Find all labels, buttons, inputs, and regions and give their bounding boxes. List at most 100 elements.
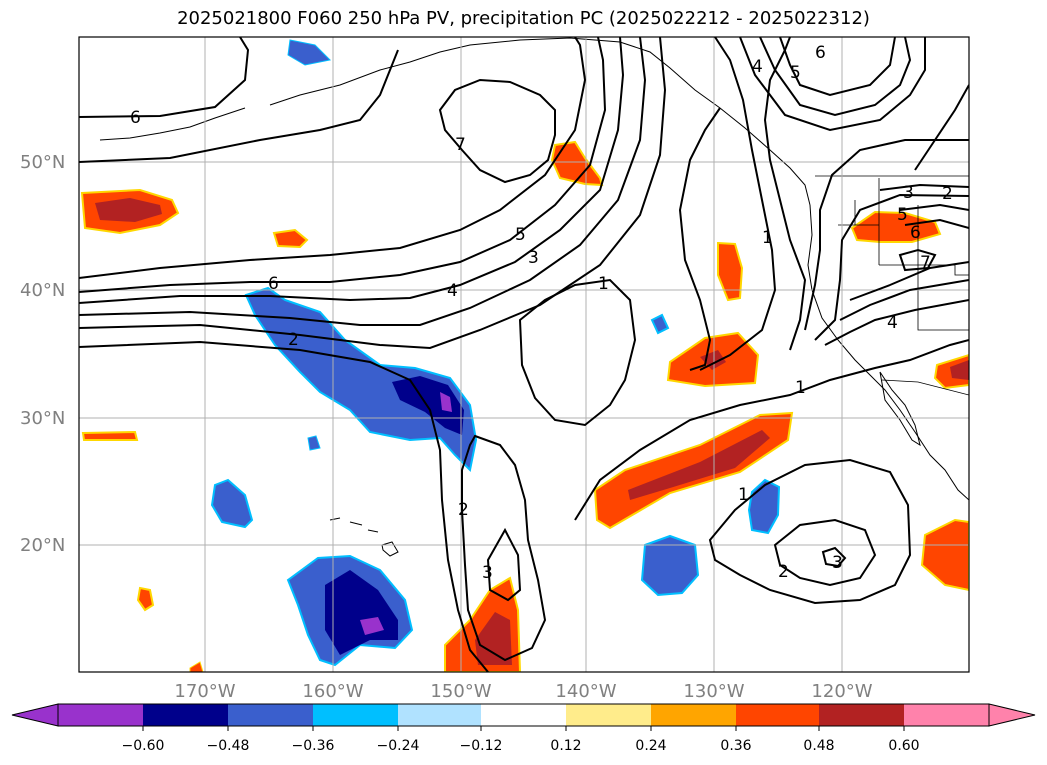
pv-contour <box>79 37 250 118</box>
contour-label: 5 <box>897 205 908 225</box>
gridlines <box>79 37 969 672</box>
colorbar-tick-label: 0.24 <box>635 738 666 754</box>
contour-label: 3 <box>832 553 843 573</box>
pv-contour <box>574 339 969 521</box>
pv-contour <box>461 434 547 662</box>
pv-contour <box>759 37 912 117</box>
pv-contour <box>486 527 522 602</box>
colorbar-tick-label: 0.12 <box>550 738 581 754</box>
contour-label: 7 <box>920 253 931 273</box>
pos-anomaly-area <box>189 661 204 672</box>
colorbar-segment <box>143 704 228 726</box>
neg-anomaly-area <box>640 534 700 597</box>
contour-label: 4 <box>752 57 763 77</box>
contour-labels: 6 6 4 5 7 1 3 5 3 2 6 7 4 6 2 4 1 3 5 1 … <box>130 43 953 583</box>
neg-anomaly-area <box>210 478 254 529</box>
contour-label: 2 <box>778 562 789 582</box>
colorbar-tick-label: 0.36 <box>720 738 751 754</box>
pv-contours <box>79 37 969 672</box>
pv-contour <box>879 183 969 191</box>
colorbar-segment <box>228 704 313 726</box>
na-west-coast <box>807 204 969 501</box>
pv-contour <box>904 218 969 229</box>
pos-anomaly-core <box>950 360 969 380</box>
contour-label: 4 <box>887 313 898 333</box>
lon-label: 150°W <box>430 681 491 702</box>
colorbar-tick-label: −0.12 <box>460 738 503 754</box>
pv-contour <box>708 458 912 605</box>
neg-anomaly-area <box>287 39 332 66</box>
colorbar: −0.60 −0.48 −0.36 −0.24 −0.12 0.12 0.24 … <box>11 703 1036 754</box>
hawaii-islands <box>329 517 399 557</box>
pv-contour <box>839 279 969 321</box>
pv-contour <box>79 37 587 279</box>
lat-label: 20°N <box>20 535 65 556</box>
pos-anomaly-core <box>475 612 512 665</box>
us-state-border <box>838 178 969 331</box>
contour-label: 6 <box>815 43 826 63</box>
lon-label: 140°W <box>555 681 616 702</box>
pos-anomaly-area <box>81 430 139 441</box>
contour-label: 3 <box>528 248 539 268</box>
lon-label: 130°W <box>683 681 744 702</box>
lat-label: 30°N <box>20 408 65 429</box>
contour-label: 2 <box>458 500 469 520</box>
pv-contour <box>79 37 647 326</box>
contour-label: 5 <box>790 63 801 83</box>
colorbar-segment <box>58 704 143 726</box>
contour-label: 6 <box>910 223 921 243</box>
colorbar-ticks <box>142 726 905 731</box>
precip-anomaly-fills <box>80 39 969 672</box>
colorbar-segment <box>481 704 566 726</box>
colorbar-tick-label: −0.24 <box>377 738 420 754</box>
map-frame <box>78 36 970 673</box>
pv-contour <box>79 37 667 350</box>
colorbar-tick-label: −0.36 <box>292 738 335 754</box>
pv-contour <box>898 248 937 272</box>
colorbar-tick-label: −0.48 <box>207 738 250 754</box>
colorbar-tick-label: −0.60 <box>122 738 165 754</box>
colorbar-extend-right <box>988 703 1036 727</box>
pv-contour <box>699 37 777 371</box>
contour-label: 5 <box>515 225 526 245</box>
lon-label: 120°W <box>811 681 872 702</box>
longitude-labels: 170°W 160°W 150°W 140°W 130°W 120°W <box>174 681 872 702</box>
pv-contour <box>899 203 969 211</box>
lat-label: 50°N <box>20 152 65 173</box>
pos-anomaly-area <box>717 241 744 302</box>
lon-label: 170°W <box>174 681 235 702</box>
pos-anomaly-area <box>272 228 309 249</box>
contour-label: 2 <box>942 184 953 204</box>
neg-anomaly-peak <box>440 392 452 412</box>
colorbar-segment <box>398 704 481 726</box>
pos-anomaly-core <box>95 198 162 222</box>
colorbar-tick-label: 0.48 <box>803 738 834 754</box>
contour-label: 3 <box>482 563 493 583</box>
pv-contour <box>814 193 969 341</box>
pv-contour <box>824 299 969 346</box>
pos-anomaly-area <box>920 518 969 592</box>
us-mexico-border <box>881 379 969 396</box>
pv-contour <box>79 49 399 163</box>
pv-contour <box>739 37 926 132</box>
latitude-labels: 50°N 40°N 30°N 20°N <box>20 152 65 556</box>
pos-anomaly-core <box>628 430 770 500</box>
neg-anomaly-area <box>650 313 670 335</box>
colorbar-segment <box>904 704 989 726</box>
pv-contour <box>821 546 847 568</box>
country-borders <box>815 175 969 396</box>
pv-contour <box>79 37 607 293</box>
contour-label: 4 <box>447 281 458 301</box>
colorbar-segment <box>566 704 651 726</box>
pv-contour <box>773 518 877 587</box>
colorbar-frame <box>57 703 990 727</box>
baja-california <box>879 371 921 447</box>
neg-anomaly-peak <box>360 617 384 635</box>
contour-label: 7 <box>455 135 466 155</box>
pv-contour <box>849 261 969 301</box>
aleutian-chain <box>99 107 246 141</box>
colorbar-segment <box>651 704 736 726</box>
pv-contour <box>79 37 625 304</box>
pv-contour <box>518 278 637 427</box>
